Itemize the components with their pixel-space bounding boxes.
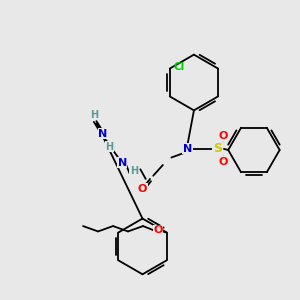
Text: N: N bbox=[118, 158, 127, 168]
Text: H: H bbox=[105, 142, 113, 152]
Text: O: O bbox=[138, 184, 147, 194]
Text: Cl: Cl bbox=[173, 62, 184, 73]
Text: N: N bbox=[183, 144, 192, 154]
Text: H: H bbox=[90, 110, 98, 120]
Text: S: S bbox=[213, 142, 222, 155]
Text: H: H bbox=[130, 167, 138, 176]
Text: O: O bbox=[218, 131, 227, 141]
Text: O: O bbox=[218, 157, 227, 167]
Text: N: N bbox=[98, 129, 107, 139]
Text: O: O bbox=[153, 225, 163, 236]
